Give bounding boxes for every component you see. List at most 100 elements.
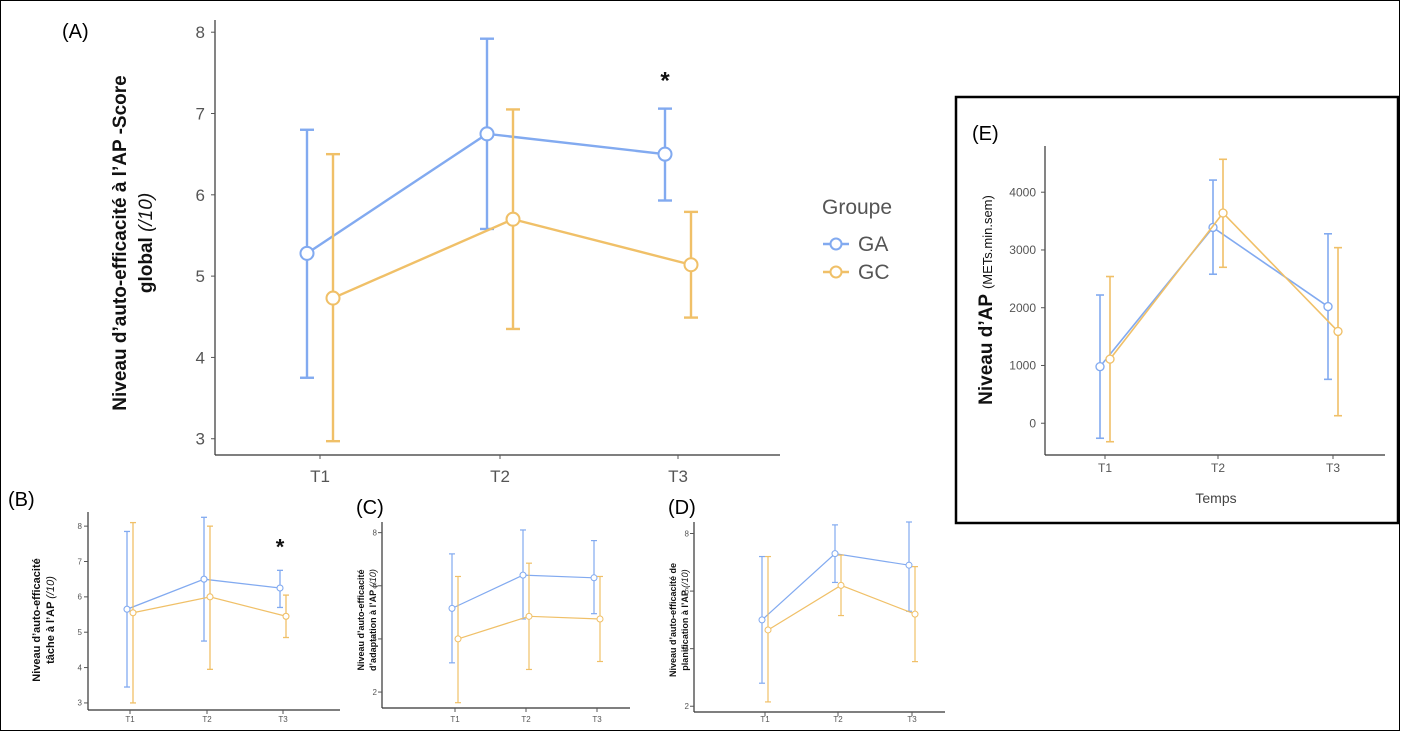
panel-c-point-gc — [525, 612, 533, 620]
legend-label-ga: GA — [858, 233, 888, 256]
panel-label-c: (C) — [356, 497, 384, 519]
panel-a-ytick-label: 3 — [196, 430, 205, 449]
panel-c-ytick-label: 4 — [373, 635, 378, 644]
panel-e-point-gc — [1333, 326, 1343, 337]
panel-c-chart: 2 4 6 8 T1 T2 T3 — [373, 522, 630, 724]
panel-d-ytick-label: 2 — [685, 702, 690, 711]
panel-b-ylabel: Niveau d’auto-efficacité tâche à l’AP (/… — [31, 558, 57, 681]
panel-c-xtick-label: T1 — [450, 715, 460, 724]
panel-d-ylabel-line2-bold: planification à l’AP — [680, 588, 690, 671]
panel-e-ylabel: Niveau d’AP (METs.min.sem) — [976, 195, 997, 405]
panel-c-point-ga — [519, 571, 527, 579]
panel-a-point-ga — [479, 126, 495, 142]
panel-a-point-ga — [299, 245, 315, 261]
panel-a-significance-star: * — [660, 68, 670, 95]
legend-swatch-ga-point — [829, 237, 843, 251]
panel-e-ytick-label: 3000 — [1009, 243, 1036, 257]
panel-a-ylabel-line2: global (/10) — [136, 193, 157, 293]
panel-a-ytick-label: 6 — [196, 186, 205, 205]
panel-a-point-ga — [657, 146, 673, 162]
panel-e-ytick-label: 2000 — [1009, 301, 1036, 315]
panel-a-xtick-label: T1 — [310, 467, 330, 486]
panel-b-ylabel-line2: tâche à l’AP (/10) — [45, 576, 57, 664]
panel-a-ylabel-line1: Niveau d’auto-efficacité à l’AP -Score — [110, 75, 131, 410]
panel-d-chart: 2 4 6 8 T1 T2 T3 — [685, 521, 945, 724]
panel-e-xtick-label: T2 — [1211, 461, 1225, 475]
panel-b-point-ga — [123, 605, 131, 613]
panel-d-ylabel: Niveau d’auto-efficacité de planificatio… — [668, 563, 690, 677]
legend-label-gc: GC — [858, 261, 890, 284]
panel-e-chart: 0 1000 2000 3000 4000 T1 T2 T3 — [1009, 146, 1385, 475]
panel-c-point-ga — [590, 574, 598, 582]
panel-a-ytick-label: 4 — [196, 348, 205, 367]
panel-c-ytick-label: 2 — [373, 688, 378, 697]
panel-d-point-ga — [905, 561, 913, 569]
panel-c-point-ga — [448, 604, 456, 612]
panel-d-ytick-label: 8 — [685, 529, 690, 538]
panel-label-e: (E) — [972, 123, 999, 145]
panel-b-point-gc — [206, 593, 214, 601]
panel-d-point-gc — [764, 626, 772, 634]
panel-e-ylabel-bold: Niveau d’AP — [976, 289, 997, 405]
panel-label-a: (A) — [62, 21, 89, 43]
panel-d-ylabel-line1: Niveau d’auto-efficacité de — [668, 563, 678, 677]
panel-c-point-gc — [596, 615, 604, 623]
panel-e-point-gc — [1218, 208, 1228, 218]
legend: Groupe GA GC — [822, 196, 892, 284]
panel-c-xtick-label: T2 — [521, 715, 531, 724]
panel-e-ytick-label: 4000 — [1009, 185, 1036, 199]
panel-a-xtick-label: T2 — [490, 467, 510, 486]
panel-d-ytick-label: 6 — [685, 587, 690, 596]
panel-c-ylabel-line1: Niveau d’auto-efficacité — [356, 569, 366, 670]
panel-d-ylabel-line2-ital: (/10) — [680, 569, 690, 588]
panel-c-ylabel: Niveau d’auto-efficacité d’adaptation à … — [356, 569, 378, 671]
panel-d-point-gc — [911, 610, 919, 618]
panel-b-ytick-label: 6 — [78, 593, 83, 602]
panel-b-ylabel-line2-bold: tâche à l’AP — [45, 599, 57, 664]
panel-a-xtick-label: T3 — [668, 467, 688, 486]
panel-c-ytick-label: 8 — [373, 528, 378, 537]
panel-d-point-ga — [758, 616, 766, 624]
panel-b-point-ga — [200, 575, 208, 583]
panel-a-ytick-label: 8 — [196, 23, 205, 42]
panel-b-ytick-label: 3 — [78, 699, 83, 708]
panel-label-d: (D) — [668, 497, 696, 519]
panel-d-ytick-label: 4 — [685, 644, 690, 653]
panel-b-ytick-label: 7 — [78, 557, 83, 566]
panel-c-ylabel-line2: d’adaptation à l’AP (/10) — [368, 569, 378, 671]
panel-b-point-gc — [129, 609, 137, 617]
panel-c-ylabel-line2-bold: d’adaptation à l’AP — [368, 588, 378, 671]
panel-b-xtick-label: T3 — [278, 715, 288, 724]
legend-swatch-gc-point — [829, 265, 843, 279]
panel-c-ylabel-line2-ital: (/10) — [368, 569, 378, 588]
panel-d-point-gc — [837, 581, 845, 589]
panel-e-box — [954, 95, 1400, 525]
panel-d-xtick-label: T2 — [833, 715, 843, 724]
panel-b-significance-star: * — [276, 534, 285, 559]
panel-b-ytick-label: 4 — [78, 663, 83, 672]
panel-b-point-gc — [282, 612, 290, 620]
panel-c-xtick-label: T3 — [592, 715, 602, 724]
panel-b-xtick-label: T1 — [125, 715, 135, 724]
panel-a-ylabel-line2-bold: global — [136, 232, 157, 293]
panel-c-point-gc — [454, 635, 462, 643]
panel-e-point-ga — [1095, 361, 1105, 372]
panel-d-xtick-label: T1 — [760, 715, 770, 724]
panel-a-point-gc — [683, 257, 699, 273]
panel-b-ytick-label: 5 — [78, 628, 83, 637]
panel-e-xtick-label: T3 — [1326, 461, 1340, 475]
panel-d-ylabel-line2: planification à l’AP (/10) — [680, 569, 690, 670]
panel-b-point-ga — [276, 584, 284, 592]
panel-e-ylabel-unit: (METs.min.sem) — [980, 195, 995, 289]
panel-e-xlabel: Temps — [1195, 490, 1236, 506]
panel-e-point-ga — [1323, 301, 1333, 312]
panel-e-ytick-label: 0 — [1029, 416, 1036, 430]
panel-e-xtick-label: T1 — [1098, 461, 1112, 475]
panel-d-xtick-label: T3 — [907, 715, 917, 724]
panel-e-ylabel-text: Niveau d’AP (METs.min.sem) — [976, 195, 997, 405]
panel-e-series-line-ga — [1099, 226, 1329, 368]
panel-b-chart: 3 4 5 6 7 8 T1 T2 T3 * — [78, 512, 340, 724]
panel-b-ylabel-line1: Niveau d’auto-efficacité — [31, 558, 43, 681]
